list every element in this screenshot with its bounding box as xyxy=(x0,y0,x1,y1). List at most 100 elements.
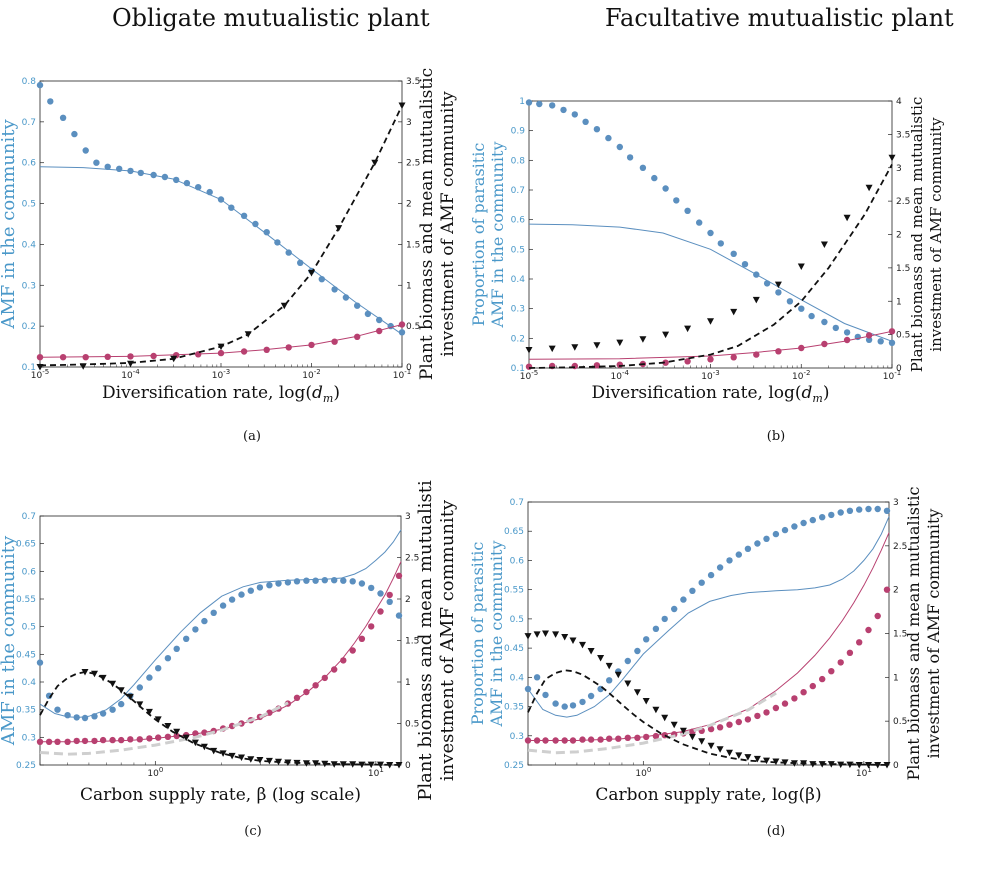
data-point-blue xyxy=(707,229,714,237)
data-point-triangle xyxy=(688,733,696,741)
panel-b: 10-5 10-4 10-3 10-2 10-1 0.1 0.2 0.3 0.4 0.5 0.6 0.… xyxy=(469,97,945,444)
data-point-pink xyxy=(293,694,301,701)
data-point-triangle xyxy=(661,714,669,722)
data-point-triangle xyxy=(633,689,641,696)
data-point-pink xyxy=(312,682,319,689)
data-point-blue xyxy=(293,578,301,585)
data-point-triangle xyxy=(855,762,863,769)
data-point-triangle xyxy=(367,761,375,769)
data-point-pink xyxy=(331,338,338,345)
data-point-pink xyxy=(377,608,384,615)
y-left-tick-label: 0.2 xyxy=(511,334,525,344)
data-point-blue xyxy=(661,615,668,623)
data-point-blue xyxy=(54,706,61,713)
data-point-triangle xyxy=(377,761,384,769)
x-tick-label: 100 xyxy=(147,766,163,779)
y-left-tick-label: 0.7 xyxy=(22,118,36,128)
panel-c: 100 101 0.25 0.3 0.35 0.4 0.45 0.5 0.55 0.6 0.65 0.… xyxy=(0,480,458,839)
y-right-tick-label: 3 xyxy=(405,512,411,522)
data-point-triangle xyxy=(386,762,394,769)
data-point-blue xyxy=(605,134,612,142)
data-point-blue xyxy=(354,302,361,309)
data-point-blue xyxy=(284,579,292,586)
data-point-blue xyxy=(856,506,863,513)
data-point-blue xyxy=(303,577,310,584)
y-right-tick-label: 3 xyxy=(406,118,412,128)
data-point-triangle xyxy=(238,754,245,761)
y-right-axis-label: Plant biomass and mean mutualistic xyxy=(904,487,923,781)
data-point-triangle xyxy=(524,633,532,640)
data-point-blue xyxy=(726,557,733,564)
data-point-blue xyxy=(569,702,577,709)
data-point-blue xyxy=(671,605,678,613)
data-point-triangle xyxy=(136,701,144,708)
data-point-triangle xyxy=(865,184,873,192)
data-point-pink xyxy=(354,333,361,340)
data-point-blue xyxy=(321,577,328,584)
data-point-blue xyxy=(525,99,533,106)
data-point-pink xyxy=(616,361,623,368)
x-tick-label: 10-3 xyxy=(701,369,719,382)
data-point-triangle xyxy=(561,634,569,641)
y-right-tick-label: 1.5 xyxy=(406,240,420,250)
data-point-blue xyxy=(340,577,347,584)
data-point-pink xyxy=(753,351,760,358)
data-point-triangle xyxy=(569,637,577,644)
data-point-blue xyxy=(368,584,375,592)
x-axis-label: Diversification rate, log(dm) xyxy=(102,383,340,405)
y-right-axis-label: Plant biomass and mean mutualisti xyxy=(415,480,436,801)
data-point-triangle xyxy=(726,749,733,757)
y-right-tick-label: 2.5 xyxy=(893,542,907,552)
data-point-pink xyxy=(569,737,577,744)
data-point-pink xyxy=(735,718,742,726)
y-right-tick-label: 0.5 xyxy=(406,322,420,332)
data-point-pink xyxy=(36,738,44,745)
y-right-tick-label: 0.5 xyxy=(896,331,910,341)
data-point-pink xyxy=(285,344,292,351)
data-point-blue xyxy=(560,106,567,114)
y-right-tick-label: 1.5 xyxy=(405,637,419,647)
data-point-blue xyxy=(228,204,235,211)
data-point-triangle xyxy=(91,670,98,678)
y-left-tick-label: 0.65 xyxy=(16,540,36,550)
data-point-triangle xyxy=(662,331,670,339)
data-point-pink xyxy=(146,735,153,742)
data-point-blue xyxy=(210,609,217,616)
data-point-triangle xyxy=(809,761,817,768)
data-point-pink xyxy=(321,674,328,682)
data-point-pink xyxy=(173,732,180,740)
data-point-pink xyxy=(652,732,660,740)
y-left-tick-label: 0.5 xyxy=(22,200,36,210)
y-right-tick-label: 0 xyxy=(405,761,411,771)
data-point-blue xyxy=(698,579,705,586)
y-right-tick-label: 2 xyxy=(406,200,412,210)
data-point-triangle xyxy=(579,641,586,649)
data-point-triangle xyxy=(371,159,379,167)
data-point-blue xyxy=(798,305,805,312)
series-blue-solid-line xyxy=(528,223,893,342)
data-point-triangle xyxy=(308,270,315,277)
data-point-blue xyxy=(377,590,384,597)
data-point-blue xyxy=(331,286,338,293)
x-tick-label: 10-2 xyxy=(792,369,810,382)
data-point-blue xyxy=(754,540,761,547)
data-point-blue xyxy=(808,312,815,320)
y-left-tick-label: 0.4 xyxy=(510,673,525,683)
data-point-triangle xyxy=(827,761,835,768)
data-point-blue xyxy=(832,324,839,332)
data-point-blue xyxy=(127,167,134,175)
data-point-blue xyxy=(195,184,202,191)
data-point-triangle xyxy=(698,738,706,745)
data-point-blue xyxy=(730,250,737,257)
data-point-triangle xyxy=(716,746,724,753)
data-point-pink xyxy=(240,348,248,355)
data-point-blue xyxy=(150,171,157,179)
data-point-triangle xyxy=(730,308,738,316)
data-point-blue xyxy=(358,580,366,587)
data-point-pink xyxy=(809,682,816,690)
data-point-pink xyxy=(127,353,134,360)
data-point-pink xyxy=(828,668,835,675)
y-left-tick-label: 0.25 xyxy=(16,761,36,771)
data-point-pink xyxy=(819,675,826,683)
data-point-blue xyxy=(753,271,760,278)
